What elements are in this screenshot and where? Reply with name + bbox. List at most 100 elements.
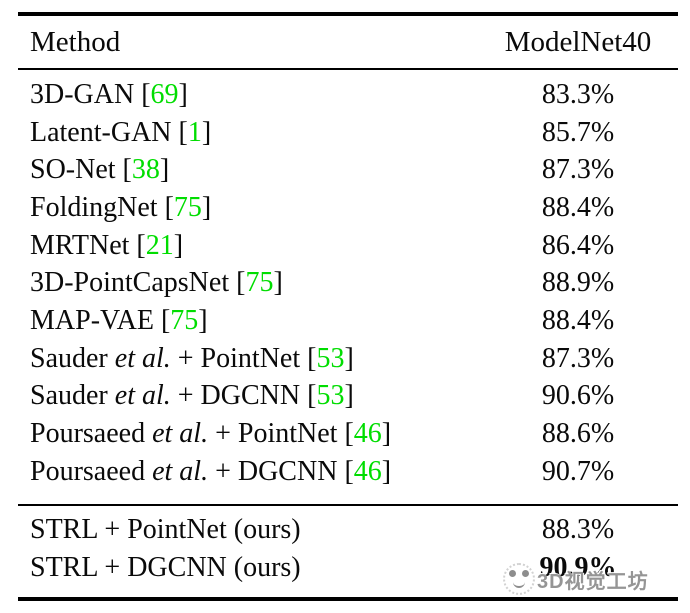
citation-bracket-close: ] xyxy=(201,191,212,223)
accuracy-value-cell: 88.4% xyxy=(541,304,615,336)
table-row: Latent-GAN [1] 85.7% xyxy=(18,114,678,152)
accuracy-value-cell: 88.4% xyxy=(541,191,615,223)
method-suffix: + PointNet xyxy=(208,418,345,450)
citation: [38] xyxy=(123,154,170,185)
citation-number: 53 xyxy=(316,380,345,412)
table-top-rule xyxy=(18,12,678,16)
method-name: STRL + DGCNN (ours) xyxy=(30,552,301,584)
etal-text: et al. xyxy=(114,342,171,374)
citation: [53] xyxy=(307,380,354,411)
citation-number: 75 xyxy=(170,304,199,336)
citation: [21] xyxy=(136,230,183,261)
citation-bracket-close: ] xyxy=(273,267,283,299)
method-name: STRL + PointNet (ours) xyxy=(30,513,301,545)
method-suffix: + DGCNN xyxy=(170,380,308,412)
citation-number: 75 xyxy=(173,191,202,223)
citation-bracket-close: ] xyxy=(201,116,212,148)
citation: [69] xyxy=(141,79,188,110)
accuracy-value-cell: 87.3% xyxy=(541,154,615,186)
citation-bracket-close: ] xyxy=(159,154,170,186)
accuracy-value-cell: 85.7% xyxy=(541,116,615,148)
table-header-rule xyxy=(18,68,678,70)
citation-bracket-open: [ xyxy=(164,191,174,223)
method-cell: FoldingNet [75] xyxy=(18,192,478,224)
accuracy-value-cell: 90.7% xyxy=(541,455,615,487)
citation-bracket-open: [ xyxy=(136,229,146,261)
method-cell: Sauder et al. + PointNet [53] xyxy=(18,343,478,375)
table-body: 3D-GAN [69] 83.3% Latent-GAN [1] 85.7% S… xyxy=(18,70,678,504)
accuracy-value-cell: 83.3% xyxy=(541,78,615,110)
citation-bracket-open: [ xyxy=(307,342,317,374)
accuracy-value-cell: 86.4% xyxy=(541,229,615,261)
method-name: 3D-PointCapsNet xyxy=(30,267,237,299)
table-mid-rule xyxy=(18,503,678,506)
citation: [46] xyxy=(344,456,391,487)
citation-bracket-close: ] xyxy=(381,455,392,487)
table-ours-section: STRL + PointNet (ours) 88.3% STRL + DGCN… xyxy=(18,506,678,597)
accuracy-value-cell: 88.6% xyxy=(541,418,615,450)
accuracy-value-cell: 90.9% xyxy=(539,552,617,584)
accuracy-value-cell: 88.3% xyxy=(541,513,615,545)
accuracy-value-cell: 90.6% xyxy=(541,380,615,412)
table-row: Sauder et al. + PointNet [53] 87.3% xyxy=(18,340,678,378)
citation-bracket-open: [ xyxy=(141,78,151,110)
method-name: SO-Net xyxy=(30,154,123,186)
citation-bracket-open: [ xyxy=(178,116,188,148)
citation-number: 1 xyxy=(187,116,202,148)
table-row: MRTNet [21] 86.4% xyxy=(18,227,678,265)
method-name: Sauder xyxy=(30,342,115,374)
citation: [46] xyxy=(344,418,391,449)
method-cell: Poursaeed et al. + PointNet [46] xyxy=(18,418,478,450)
citation-number: 46 xyxy=(353,418,382,450)
method-cell: STRL + PointNet (ours) xyxy=(18,514,478,546)
accuracy-value-cell: 88.9% xyxy=(541,267,615,299)
table-row: STRL + PointNet (ours) 88.3% xyxy=(18,511,678,550)
etal-text: et al. xyxy=(114,380,171,412)
citation-number: 21 xyxy=(145,229,174,261)
table-header-row: Method ModelNet40 xyxy=(18,16,678,68)
method-cell: MRTNet [21] xyxy=(18,230,478,262)
citation-bracket-open: [ xyxy=(344,418,354,450)
citation-bracket-close: ] xyxy=(344,342,354,374)
citation: [75] xyxy=(236,267,283,298)
table-row: Poursaeed et al. + PointNet [46] 88.6% xyxy=(18,415,678,453)
table-row: SO-Net [38] 87.3% xyxy=(18,151,678,189)
method-name: MRTNet xyxy=(30,229,137,261)
accuracy-value-cell: 87.3% xyxy=(541,342,615,374)
citation-bracket-close: ] xyxy=(381,418,392,450)
citation-number: 46 xyxy=(353,455,382,487)
method-cell: 3D-PointCapsNet [75] xyxy=(18,267,478,299)
table-bottom-rule xyxy=(18,596,678,601)
citation-bracket-open: [ xyxy=(344,455,354,487)
citation: [1] xyxy=(179,117,212,148)
method-cell: Latent-GAN [1] xyxy=(18,117,478,149)
citation: [75] xyxy=(165,192,212,223)
table-row: STRL + DGCNN (ours) 90.9% xyxy=(18,549,678,588)
citation-bracket-close: ] xyxy=(173,229,184,261)
method-name: Poursaeed xyxy=(30,418,153,450)
etal-text: et al. xyxy=(152,455,209,487)
method-suffix: + DGCNN xyxy=(208,455,345,487)
table-row: FoldingNet [75] 88.4% xyxy=(18,189,678,227)
column-header-method: Method xyxy=(30,25,121,58)
citation: [75] xyxy=(161,305,208,336)
citation-bracket-close: ] xyxy=(344,380,354,412)
citation-number: 69 xyxy=(150,78,179,110)
table-row: Sauder et al. + DGCNN [53] 90.6% xyxy=(18,378,678,416)
method-cell: MAP-VAE [75] xyxy=(18,305,478,337)
citation: [53] xyxy=(307,343,354,374)
results-table: Method ModelNet40 3D-GAN [69] 83.3% Late… xyxy=(18,12,678,601)
method-cell: 3D-GAN [69] xyxy=(18,79,478,111)
method-suffix: + PointNet xyxy=(170,342,308,374)
table-row: MAP-VAE [75] 88.4% xyxy=(18,302,678,340)
method-name: Poursaeed xyxy=(30,455,153,487)
citation-number: 38 xyxy=(131,154,160,186)
method-name: FoldingNet xyxy=(30,191,165,223)
citation-bracket-close: ] xyxy=(198,304,208,336)
method-cell: Poursaeed et al. + DGCNN [46] xyxy=(18,456,478,488)
column-header-modelnet40: ModelNet40 xyxy=(504,25,652,58)
method-cell: Sauder et al. + DGCNN [53] xyxy=(18,380,478,412)
method-cell: STRL + DGCNN (ours) xyxy=(18,552,478,584)
citation-bracket-close: ] xyxy=(178,78,188,110)
citation-bracket-open: [ xyxy=(122,154,132,186)
